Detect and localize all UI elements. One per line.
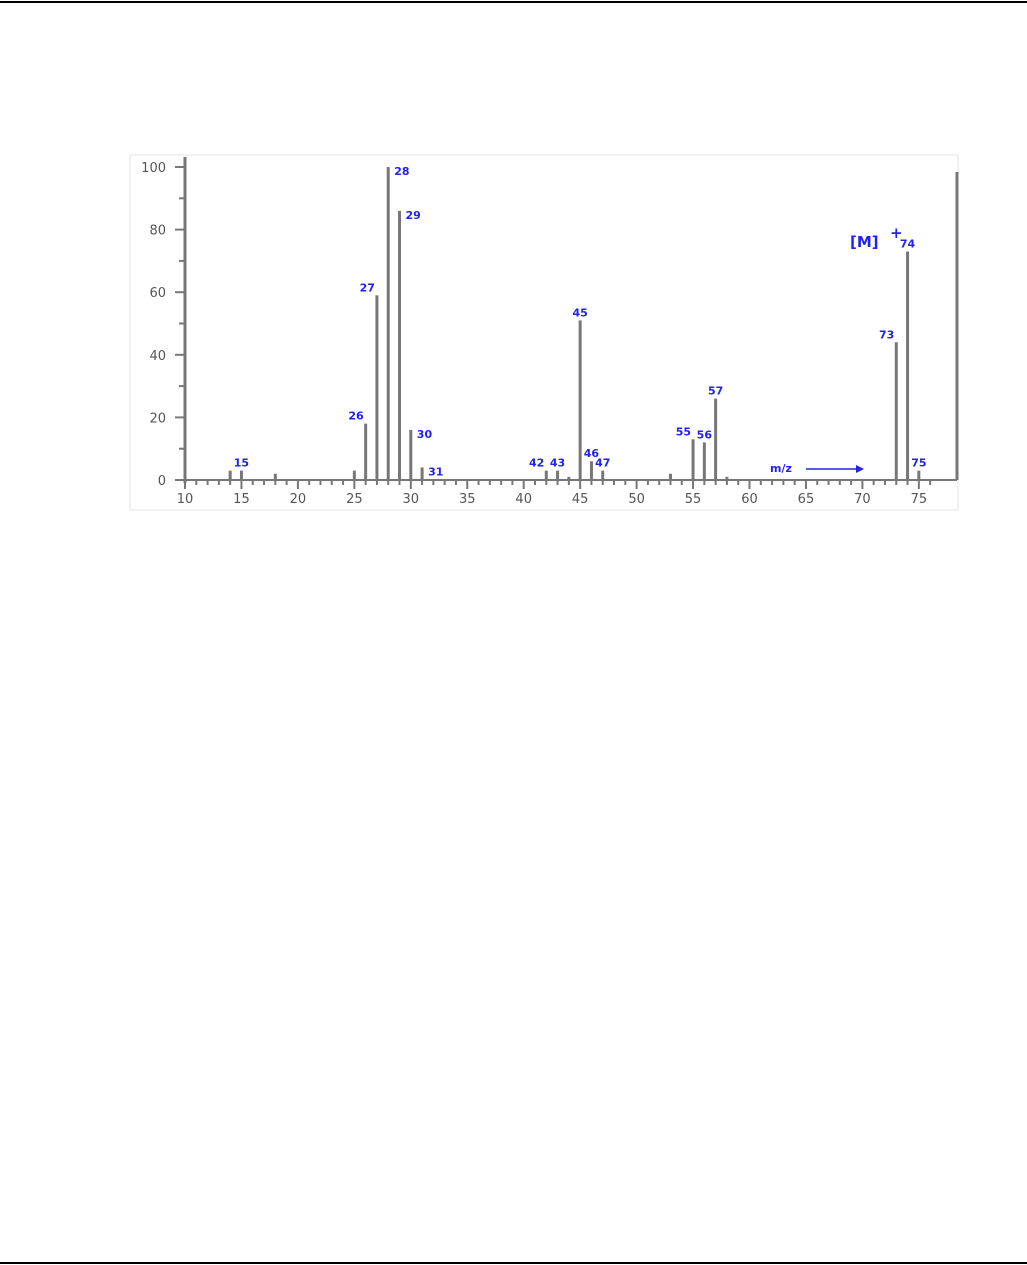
x-tick-label: 65 (798, 492, 815, 507)
x-tick-label: 25 (346, 492, 363, 507)
y-tick-label: 80 (149, 224, 166, 239)
molecular-ion-charge: + (890, 224, 903, 242)
peak-label-75: 75 (911, 457, 926, 470)
peak-label-46: 46 (584, 447, 600, 460)
peak-label-57: 57 (708, 385, 723, 398)
x-tick-label: 30 (403, 492, 420, 507)
top-rule (0, 1, 1027, 3)
peak-label-43: 43 (550, 457, 565, 470)
peak-label-27: 27 (360, 281, 375, 294)
x-tick-label: 35 (459, 492, 476, 507)
peak-label-29: 29 (406, 209, 421, 222)
x-tick-label: 20 (290, 492, 307, 507)
molecular-ion-label: [M] (850, 233, 879, 251)
y-tick-label: 100 (141, 161, 166, 176)
x-axis-label: m/z (770, 462, 792, 475)
peak-label-45: 45 (572, 306, 587, 319)
peak-label-26: 26 (348, 410, 364, 423)
peak-label-73: 73 (879, 328, 894, 341)
peak-label-47: 47 (595, 457, 610, 470)
y-tick-label: 60 (149, 286, 166, 301)
x-tick-label: 70 (854, 492, 871, 507)
x-tick-label: 10 (177, 492, 194, 507)
peak-label-74: 74 (900, 238, 916, 251)
y-tick-label: 0 (158, 474, 166, 489)
peak-label-28: 28 (394, 165, 409, 178)
peak-label-42: 42 (529, 457, 544, 470)
peak-label-31: 31 (428, 465, 443, 478)
x-tick-label: 50 (628, 492, 645, 507)
x-tick-label: 60 (741, 492, 758, 507)
x-tick-label: 55 (685, 492, 702, 507)
x-tick-label: 45 (572, 492, 589, 507)
peak-label-15: 15 (234, 457, 249, 470)
x-tick-label: 15 (233, 492, 250, 507)
bottom-rule (0, 1262, 1027, 1264)
peak-label-30: 30 (417, 428, 433, 441)
peak-label-56: 56 (697, 428, 713, 441)
x-tick-label: 40 (515, 492, 532, 507)
x-tick-label: 75 (911, 492, 928, 507)
mz-arrow-head (856, 465, 864, 473)
peak-label-55: 55 (676, 425, 691, 438)
y-tick-label: 20 (149, 411, 166, 426)
y-tick-label: 40 (149, 349, 166, 364)
